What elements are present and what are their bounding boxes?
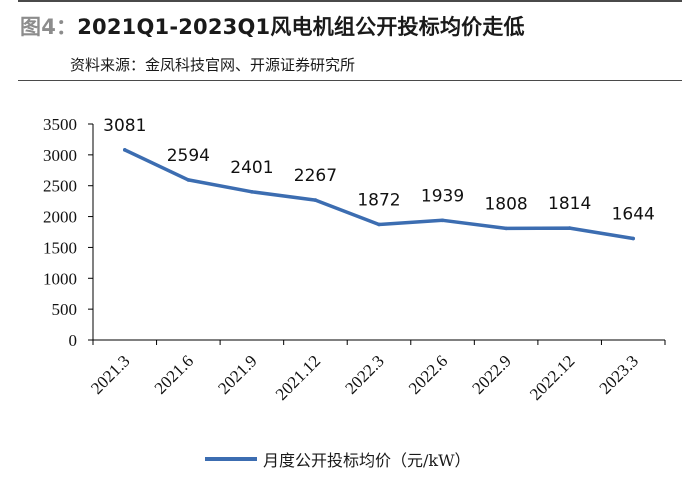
data-point (504, 226, 508, 231)
y-tick-label: 3500 (43, 115, 77, 134)
data-point (313, 198, 318, 202)
x-tick-label: 2022.3 (341, 351, 387, 397)
legend-line-swatch (205, 457, 257, 461)
y-tick-label: 2500 (43, 177, 77, 196)
header-bottom-rule (18, 80, 682, 81)
figure-title: 图4：2021Q1-2023Q1风电机组公开投标均价走低 (20, 11, 525, 41)
data-point (122, 148, 127, 152)
data-point (377, 222, 381, 227)
y-tick-label: 500 (52, 300, 78, 319)
data-label: 2594 (167, 146, 210, 166)
y-tick-label: 3000 (43, 146, 77, 165)
legend: 月度公开投标均价（元/kW） (205, 447, 471, 471)
x-tick-label: 2021.6 (151, 351, 197, 397)
data-label: 1814 (548, 194, 591, 214)
y-tick-label: 1000 (43, 269, 77, 288)
source-note: 资料来源：金凤科技官网、开源证券研究所 (70, 56, 356, 74)
x-tick-label: 2021.3 (87, 351, 133, 397)
x-tick-label: 2022.6 (405, 351, 451, 397)
data-point (186, 178, 191, 182)
x-tick-label: 2022.12 (526, 351, 579, 404)
x-tick-label: 2021.9 (214, 351, 260, 397)
data-label: 2401 (230, 158, 273, 178)
x-tick-label: 2021.12 (272, 351, 325, 404)
data-point (440, 218, 445, 223)
x-tick-label: 2023.3 (596, 351, 642, 397)
legend-label: 月度公开投标均价（元/kW） (263, 451, 471, 470)
y-tick-label: 2000 (43, 208, 77, 227)
y-tick-label: 0 (69, 331, 78, 350)
data-label: 3081 (103, 116, 146, 136)
data-label: 2267 (294, 166, 337, 186)
header-top-rule (18, 0, 682, 2)
data-point (567, 226, 572, 230)
data-point (250, 190, 254, 194)
data-label: 1808 (484, 194, 527, 214)
x-tick-label: 2022.9 (468, 351, 514, 397)
data-point (631, 236, 636, 241)
figure-label: 图4： (20, 15, 78, 39)
data-label: 1939 (421, 186, 464, 206)
y-tick-label: 1500 (43, 238, 77, 257)
figure-title-text: 2021Q1-2023Q1风电机组公开投标均价走低 (77, 15, 525, 39)
data-label: 1644 (612, 205, 655, 225)
data-label: 1872 (357, 190, 400, 210)
